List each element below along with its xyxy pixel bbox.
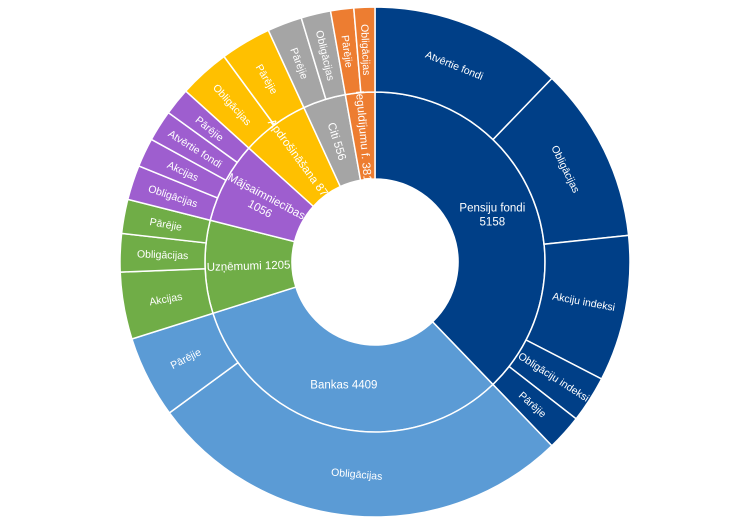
outer-label-ieguldijumu-f-parejie: Pārējie [339,34,355,68]
outer-ring [119,6,631,518]
inner-ring [204,91,546,433]
outer-segment-ieguldijumu-f-obligacijas [352,6,376,94]
outer-label-uznemumi-akcijas: Akcijas [148,291,183,309]
outer-label-bankas-obligacijas: Obligācijas [331,467,383,483]
inner-label-pensiju-fondi: Pensiju fondi 5158 [459,203,525,229]
inner-label-uznemumi: Uzņēmumi 1205 [207,259,291,273]
outer-label-uznemumi-obligacijas: Obligācijas [137,248,189,262]
outer-label-uznemumi-parejie: Pārējie [149,216,183,234]
outer-segment-bankas-obligacijas [168,361,553,518]
inner-label-bankas: Bankas 4409 [310,380,377,392]
outer-label-ieguldijumu-f-obligacijas: Obligācijas [358,24,372,76]
